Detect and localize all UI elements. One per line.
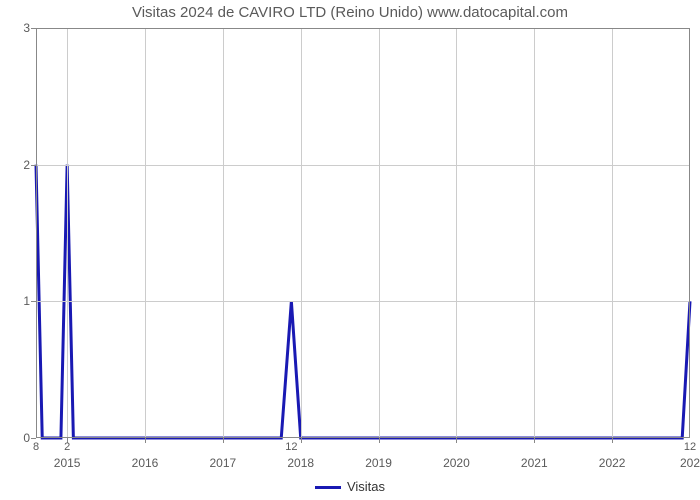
data-point-label: 12 — [285, 438, 297, 453]
data-point-label: 8 — [33, 438, 39, 453]
axis-line — [689, 28, 690, 438]
y-tick-label: 3 — [23, 21, 36, 35]
x-tick-label: 2021 — [521, 438, 548, 470]
chart-title: Visitas 2024 de CAVIRO LTD (Reino Unido)… — [0, 4, 700, 21]
x-tick-label: 2016 — [132, 438, 159, 470]
data-point-label: 2 — [64, 438, 70, 453]
axis-line — [36, 28, 37, 438]
y-tick-label: 2 — [23, 158, 36, 172]
x-tick-label: 2017 — [209, 438, 236, 470]
legend-swatch — [315, 486, 341, 489]
grid-line-h — [36, 165, 690, 166]
legend-label: Visitas — [347, 479, 385, 494]
grid-line-v — [379, 28, 380, 438]
y-tick-label: 1 — [23, 294, 36, 308]
x-tick-label: 2022 — [599, 438, 626, 470]
x-tick-label: 2019 — [365, 438, 392, 470]
grid-line-v — [67, 28, 68, 438]
grid-line-v — [223, 28, 224, 438]
grid-line-h — [36, 301, 690, 302]
chart-container: Visitas 2024 de CAVIRO LTD (Reino Unido)… — [0, 0, 700, 500]
axis-line — [36, 437, 690, 438]
grid-line-v — [301, 28, 302, 438]
legend: Visitas — [0, 479, 700, 494]
grid-line-v — [534, 28, 535, 438]
grid-line-v — [456, 28, 457, 438]
line-series — [36, 28, 690, 438]
x-tick-label: 2020 — [443, 438, 470, 470]
axis-line — [36, 28, 690, 29]
data-point-label: 12 — [684, 438, 696, 453]
grid-line-v — [612, 28, 613, 438]
plot-area: 0123201520162017201820192020202120222028… — [36, 28, 690, 438]
grid-line-v — [145, 28, 146, 438]
